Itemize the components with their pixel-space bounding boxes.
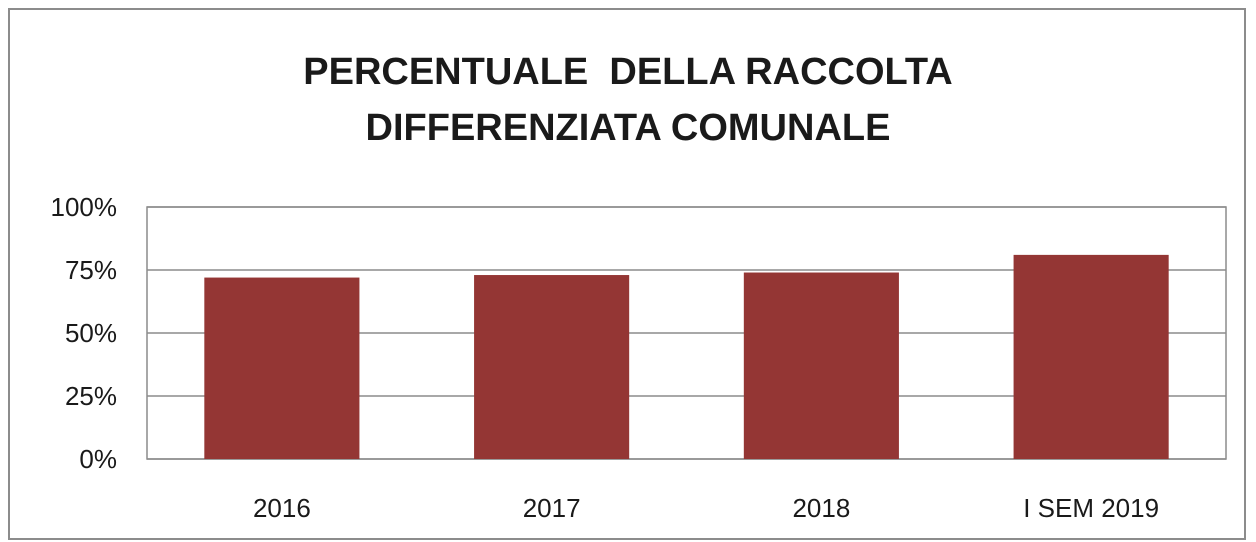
y-tick-label: 100% [51,192,118,222]
y-axis-ticks: 0% 25% 50% 75% 100% [51,192,118,474]
y-tick-label: 75% [65,255,117,285]
x-axis-ticks: 2016 2017 2018 I SEM 2019 [253,493,1159,523]
y-tick-label: 50% [65,318,117,348]
x-tick-label: 2016 [253,493,311,523]
bar [204,277,360,459]
bar [743,272,899,459]
chart-title-line-2: DIFFERENZIATA COMUNALE [365,107,891,149]
y-tick-label: 25% [65,381,117,411]
x-tick-label: I SEM 2019 [1023,493,1159,523]
x-tick-label: 2017 [523,493,581,523]
x-tick-label: 2018 [792,493,850,523]
chart-title-line-1: PERCENTUALE DELLA RACCOLTA [303,51,953,93]
chart-title: PERCENTUALE DELLA RACCOLTA DIFFERENZIATA… [0,44,1256,156]
bar [474,275,630,459]
bar [1013,254,1169,459]
y-tick-label: 0% [79,444,117,474]
bars [204,254,1169,459]
